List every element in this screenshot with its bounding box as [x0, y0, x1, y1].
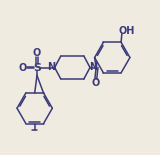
Text: O: O: [33, 48, 41, 58]
Text: O: O: [19, 62, 27, 73]
Text: OH: OH: [119, 26, 135, 36]
Text: N: N: [89, 62, 97, 72]
Text: S: S: [33, 62, 41, 73]
Text: O: O: [91, 78, 100, 88]
Text: N: N: [47, 62, 55, 72]
